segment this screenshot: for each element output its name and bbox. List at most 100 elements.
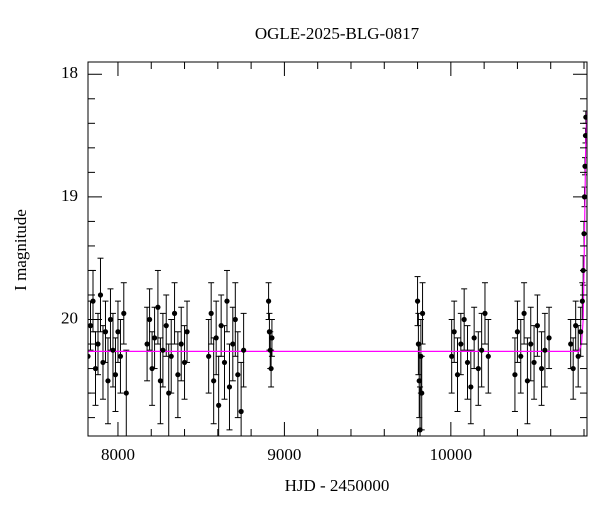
data-point bbox=[221, 359, 228, 366]
data-point bbox=[123, 390, 129, 396]
data-point bbox=[417, 427, 423, 433]
data-point bbox=[88, 337, 89, 339]
y-tick-label: 20 bbox=[61, 308, 78, 327]
y-tick-label: 19 bbox=[61, 186, 78, 205]
data-point bbox=[235, 372, 241, 378]
data-point bbox=[144, 341, 150, 347]
data-point bbox=[97, 292, 104, 298]
data-point bbox=[146, 316, 153, 323]
data-point bbox=[163, 323, 169, 329]
data-point bbox=[232, 316, 238, 323]
data-point bbox=[121, 310, 127, 316]
data-point bbox=[414, 298, 421, 304]
data-point bbox=[90, 298, 96, 304]
data-point bbox=[573, 323, 579, 329]
data-point bbox=[521, 310, 527, 316]
data-point bbox=[451, 329, 457, 335]
data-point bbox=[166, 390, 172, 396]
data-point bbox=[149, 365, 155, 372]
data-point bbox=[575, 353, 581, 359]
data-point bbox=[160, 347, 166, 353]
data-point bbox=[415, 341, 421, 347]
x-tick-label: 8000 bbox=[101, 445, 135, 464]
data-point bbox=[157, 378, 164, 384]
data-point bbox=[568, 341, 574, 347]
data-point bbox=[226, 384, 233, 390]
data-point bbox=[583, 114, 587, 120]
data-point bbox=[269, 335, 275, 341]
data-point bbox=[115, 329, 121, 335]
data-point bbox=[267, 347, 273, 353]
chart-title: OGLE-2025-BLG-0817 bbox=[255, 24, 420, 43]
data-point bbox=[266, 329, 273, 335]
data-point bbox=[454, 372, 461, 378]
y-tick-label: 18 bbox=[61, 63, 78, 82]
data-point bbox=[117, 353, 124, 359]
data-point bbox=[479, 347, 485, 353]
data-point bbox=[110, 347, 116, 353]
data-point bbox=[88, 353, 91, 359]
data-point bbox=[208, 310, 214, 316]
data-point bbox=[512, 372, 518, 378]
data-point bbox=[518, 353, 524, 359]
data-point bbox=[458, 341, 464, 347]
data-point bbox=[579, 298, 585, 304]
data-point bbox=[168, 353, 174, 359]
data-point bbox=[206, 353, 212, 359]
data-point bbox=[92, 365, 99, 372]
data-point bbox=[578, 329, 584, 335]
data-point bbox=[419, 310, 426, 316]
data-point bbox=[216, 402, 222, 408]
data-point bbox=[268, 365, 274, 372]
data-point bbox=[534, 323, 540, 329]
data-point bbox=[570, 365, 576, 372]
data-point bbox=[582, 163, 587, 169]
data-point bbox=[112, 372, 119, 378]
data-point bbox=[419, 390, 425, 396]
data-point bbox=[105, 378, 111, 384]
plot-area bbox=[88, 110, 587, 436]
data-point bbox=[449, 353, 455, 359]
data-point bbox=[171, 310, 178, 316]
data-point bbox=[155, 304, 161, 310]
data-point bbox=[181, 359, 188, 366]
data-point bbox=[175, 372, 181, 378]
data-point bbox=[238, 408, 244, 415]
data-point bbox=[485, 353, 491, 359]
data-point bbox=[582, 132, 587, 139]
data-point bbox=[538, 365, 545, 372]
data-point bbox=[418, 353, 424, 359]
data-point bbox=[581, 231, 587, 237]
data-point bbox=[468, 384, 474, 390]
data-point bbox=[464, 359, 471, 366]
x-axis-label: HJD - 2450000 bbox=[285, 476, 390, 495]
data-point bbox=[265, 298, 272, 304]
data-point bbox=[416, 378, 422, 384]
data-point bbox=[107, 316, 114, 323]
data-point bbox=[100, 359, 106, 366]
x-tick-label: 10000 bbox=[430, 445, 473, 464]
data-point bbox=[213, 335, 219, 341]
data-point bbox=[475, 365, 481, 372]
data-point bbox=[514, 329, 521, 335]
data-point bbox=[531, 359, 537, 366]
data-point bbox=[482, 310, 488, 316]
data-point bbox=[542, 347, 548, 353]
data-point bbox=[524, 378, 531, 384]
x-tick-label: 9000 bbox=[267, 445, 301, 464]
data-point bbox=[471, 335, 477, 341]
data-point bbox=[102, 329, 109, 335]
data-point bbox=[95, 341, 101, 347]
data-point bbox=[461, 316, 467, 323]
data-point bbox=[218, 323, 224, 329]
data-point bbox=[184, 329, 190, 335]
data-point bbox=[546, 335, 552, 341]
plot-frame bbox=[87, 61, 588, 437]
data-point bbox=[211, 378, 217, 384]
data-point bbox=[151, 335, 158, 341]
y-axis-label: I magnitude bbox=[11, 209, 30, 291]
data-point bbox=[88, 323, 94, 329]
data-point bbox=[230, 341, 236, 347]
data-point bbox=[178, 341, 184, 347]
